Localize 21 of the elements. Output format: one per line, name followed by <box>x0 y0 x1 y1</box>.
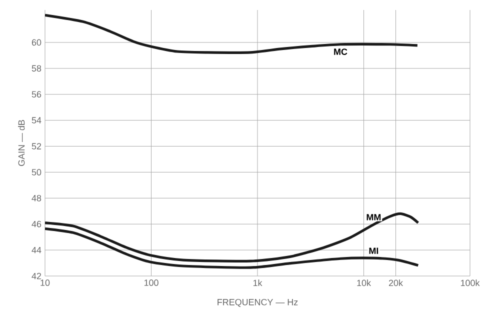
series-label: MI <box>369 248 378 254</box>
y-tick-label: 50 <box>32 169 42 176</box>
y-tick-label: 46 <box>32 220 42 228</box>
y-tick-label: 52 <box>32 143 42 150</box>
x-tick-label: 100k <box>460 280 480 286</box>
y-tick-label: 56 <box>32 91 42 98</box>
x-tick-label: 10k <box>357 280 371 286</box>
x-tick-label: 10 <box>40 280 50 286</box>
y-tick-label: 58 <box>32 65 42 72</box>
y-tick-label: 42 <box>32 272 42 280</box>
y-axis-title: GAIN — dB <box>18 120 25 166</box>
x-axis-title: FREQUENCY — Hz <box>218 298 298 307</box>
series-label: MM <box>366 214 381 220</box>
x-tick-label: 1k <box>253 280 262 286</box>
x-tick-label: 20k <box>388 280 403 286</box>
y-tick-label: 54 <box>32 117 42 124</box>
series-label: MC <box>334 48 348 55</box>
y-tick-label: 60 <box>32 39 42 46</box>
y-tick-label: 44 <box>32 246 42 254</box>
x-tick-label: 100 <box>144 280 158 286</box>
y-tick-label: 48 <box>32 194 42 202</box>
